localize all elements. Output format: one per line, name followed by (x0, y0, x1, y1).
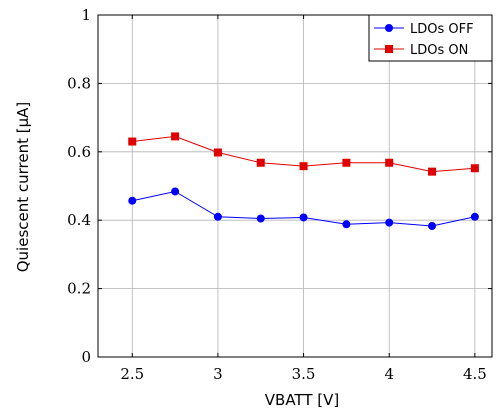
data-point (428, 222, 437, 231)
legend-label: LDOs OFF (410, 22, 474, 37)
x-tick-label: 4 (384, 365, 394, 383)
y-axis-label: Quiescent current [μA] (14, 102, 32, 273)
data-point (256, 214, 265, 223)
data-point (128, 137, 137, 146)
legend-box (368, 14, 493, 62)
x-tick-label: 3.5 (292, 365, 316, 383)
plot-frame (97, 14, 493, 358)
data-point (213, 148, 222, 157)
legend: LDOs OFF LDOs ON (368, 14, 493, 62)
x-tick-label: 3 (213, 365, 223, 383)
y-tick-label: 0 (81, 348, 91, 366)
data-point (171, 132, 180, 141)
data-point (342, 220, 351, 229)
axis-ticks: 2.5 3 3.5 4 4.5 0 0.2 0.4 0.6 0.8 1 (67, 6, 492, 383)
data-point (171, 187, 180, 196)
data-point (385, 218, 394, 227)
data-point (256, 158, 265, 167)
x-axis-label: VBATT [V] (265, 391, 339, 409)
data-point (385, 158, 394, 167)
grid (98, 15, 492, 357)
x-tick-label: 4.5 (463, 365, 487, 383)
series-layer (128, 132, 479, 231)
legend-label: LDOs ON (410, 43, 468, 58)
legend-marker (385, 24, 393, 32)
data-point (342, 158, 351, 167)
data-point (128, 196, 137, 205)
data-point (213, 212, 222, 221)
legend-marker (385, 45, 393, 53)
data-point (470, 164, 479, 173)
data-point (299, 213, 308, 222)
x-tick-label: 2.5 (120, 365, 144, 383)
y-tick-label: 1 (81, 6, 91, 24)
y-tick-label: 0.4 (67, 211, 91, 229)
data-point (428, 167, 437, 176)
data-point (470, 212, 479, 221)
y-tick-label: 0.2 (67, 280, 91, 298)
y-tick-label: 0.8 (67, 74, 91, 92)
data-point (299, 162, 308, 171)
y-tick-label: 0.6 (67, 143, 91, 161)
